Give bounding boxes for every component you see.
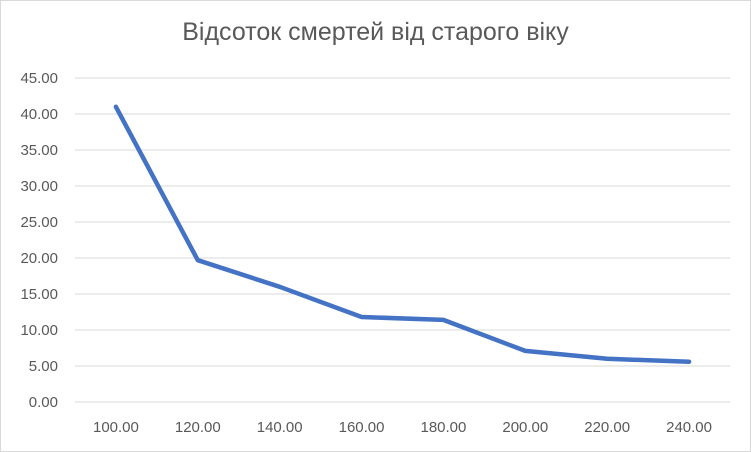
x-tick-label: 220.00 — [584, 419, 630, 436]
x-tick-label: 240.00 — [666, 419, 712, 436]
x-tick-label: 200.00 — [502, 419, 548, 436]
x-tick-label: 120.00 — [175, 419, 221, 436]
x-tick-label: 180.00 — [420, 419, 466, 436]
series-line-0 — [113, 104, 692, 364]
y-tick-label: 10.00 — [20, 322, 58, 339]
y-tick-label: 15.00 — [20, 286, 58, 303]
y-tick-label: 0.00 — [29, 394, 58, 411]
x-tick-label: 100.00 — [93, 419, 139, 436]
x-axis-ticks: 100.00 120.00 140.00 160.00 180.00 200.00 220.… — [93, 419, 712, 436]
y-tick-label: 25.00 — [20, 214, 58, 231]
y-tick-label: 35.00 — [20, 142, 58, 159]
x-tick-label: 140.00 — [257, 419, 303, 436]
x-tick-label: 160.00 — [339, 419, 385, 436]
y-tick-label: 40.00 — [20, 106, 58, 123]
y-axis-ticks: 0.00 5.00 10.00 15.00 20.00 25.00 30.00 35.00 40… — [20, 70, 58, 411]
series-group — [113, 104, 692, 364]
chart-title: Відсоток смертей від старого віку — [182, 18, 569, 46]
y-tick-label: 45.00 — [20, 70, 58, 87]
gridlines — [75, 77, 730, 403]
y-tick-label: 30.00 — [20, 178, 58, 195]
y-tick-label: 5.00 — [29, 358, 58, 375]
y-tick-label: 20.00 — [20, 250, 58, 267]
